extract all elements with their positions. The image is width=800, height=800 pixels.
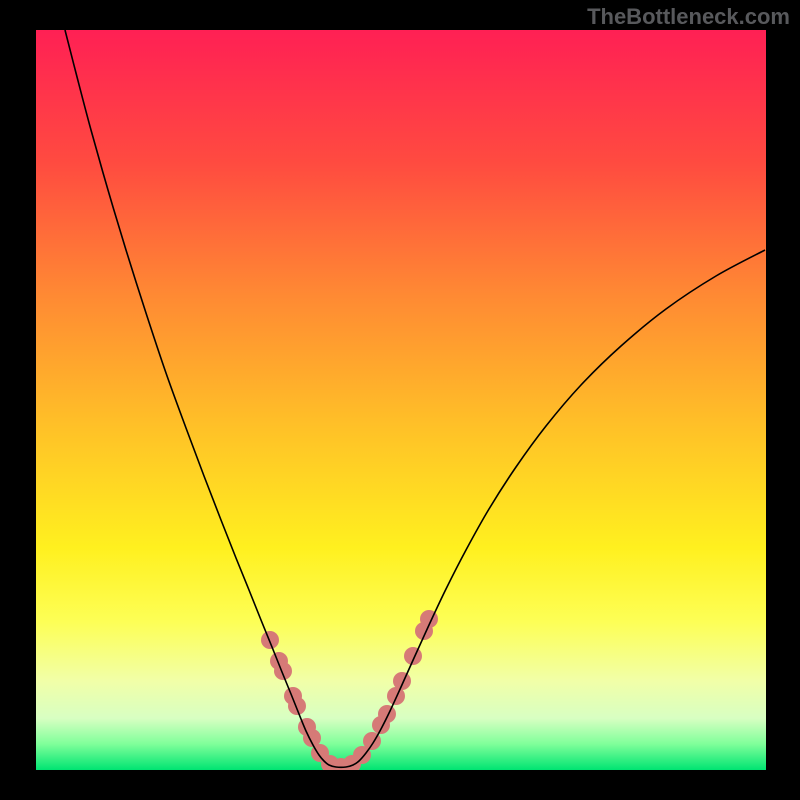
watermark-text: TheBottleneck.com [587,4,790,30]
curve-path [65,30,765,767]
curve-line [36,30,766,770]
chart-canvas: TheBottleneck.com [0,0,800,800]
plot-area [36,30,766,770]
